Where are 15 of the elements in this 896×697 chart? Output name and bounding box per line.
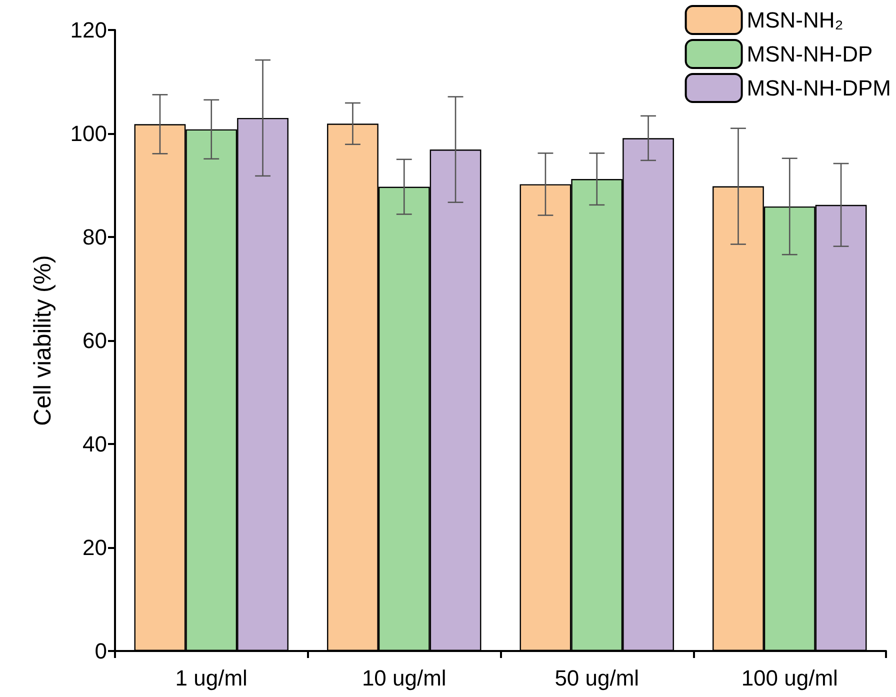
y-tick-label: 40: [82, 432, 107, 456]
legend-label: MSN-NH-DP: [746, 42, 873, 66]
y-axis-title: Cell viability (%): [30, 255, 56, 426]
legend-label: MSN-NH₂: [746, 8, 844, 32]
y-tick-label: 20: [82, 535, 107, 560]
x-tick-label: 10 ug/ml: [362, 666, 446, 690]
y-tick-label: 60: [82, 328, 107, 353]
x-tick-label: 1 ug/ml: [175, 666, 248, 690]
y-tick-label: 100: [70, 121, 107, 146]
y-tick-label: 120: [70, 18, 107, 42]
y-tick-label: 0: [94, 638, 107, 664]
x-tick-label: 50 ug/ml: [554, 666, 640, 690]
y-tick-label: 80: [82, 224, 107, 250]
x-tick-label: 100 ug/ml: [741, 666, 838, 690]
legend-label: MSN-NH-DPM: [746, 76, 891, 100]
